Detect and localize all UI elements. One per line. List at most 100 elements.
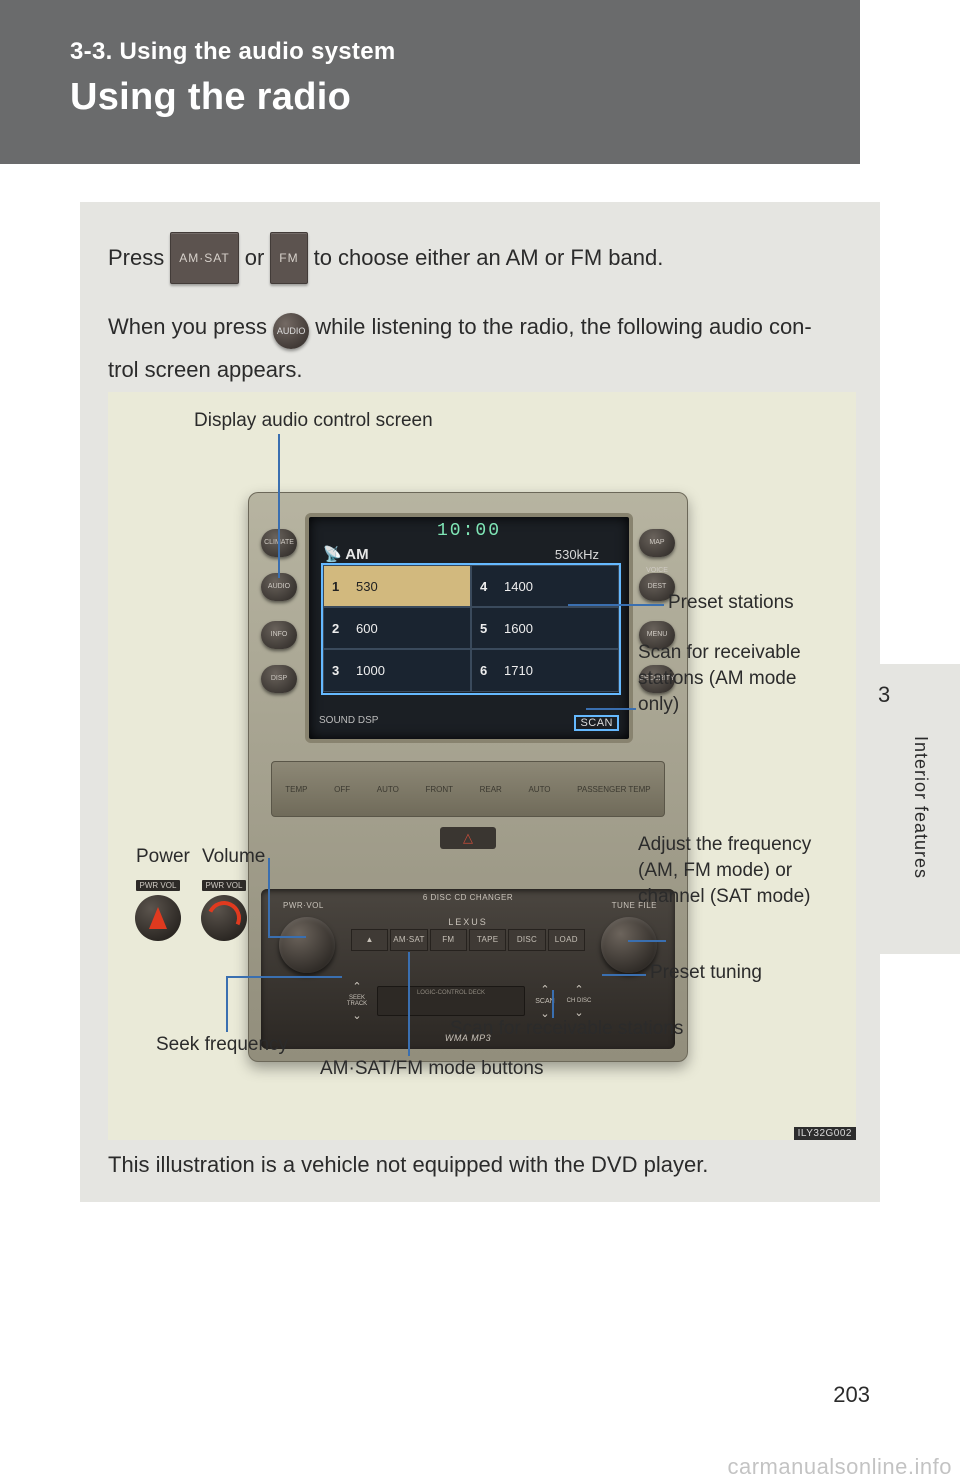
cassette-slot: LOGIC-CONTROL DECK xyxy=(377,986,525,1016)
screen-freq: 530kHz xyxy=(555,547,599,562)
content-box: Press AM·SAT or FM to choose either an A… xyxy=(80,202,880,1202)
intro-para2b: while listening to the radio, the follow… xyxy=(315,314,812,339)
amsat-mode-button: AM·SAT xyxy=(390,929,427,951)
preset-cell: 4 1400 xyxy=(471,565,619,607)
preset-val: 1000 xyxy=(356,663,385,678)
red-arrow-up-icon xyxy=(149,907,167,929)
leader xyxy=(602,974,646,976)
leader xyxy=(268,858,270,938)
hazard-button: △ xyxy=(440,827,496,849)
tune-knob xyxy=(601,917,657,973)
intro-press: Press xyxy=(108,237,164,279)
display-screen: 10:00 📡 AM 530kHz 1530 4 1400 2 600 5 1600 … xyxy=(305,513,633,743)
seek-track-col: ⌃ SEEK TRACK ⌄ xyxy=(343,980,371,1022)
leader xyxy=(226,976,342,978)
side-tab: 3 Interior features xyxy=(860,664,960,954)
audio-button-icon: AUDIO xyxy=(273,313,309,349)
fm-button-chip: FM xyxy=(270,232,307,284)
intro-or: or xyxy=(245,237,265,279)
watermark: carmanualsonline.info xyxy=(727,1454,952,1480)
off-label: OFF xyxy=(334,785,350,794)
leader xyxy=(226,976,228,1032)
preset-num: 6 xyxy=(480,663,494,678)
section-label: 3-3. Using the audio system xyxy=(70,38,860,66)
fm-mode-button: FM xyxy=(430,929,467,951)
preset-val: 1600 xyxy=(504,621,533,636)
callout-seek-freq: Seek frequency xyxy=(156,1032,288,1058)
figure: CLIMATE AUDIO INFO DISP MAP VOICE DEST M… xyxy=(108,392,856,1140)
climate-strip: TEMP OFF AUTO FRONT REAR AUTO PASSENGER … xyxy=(271,761,665,817)
callout-volume: Volume xyxy=(202,844,265,870)
callout-scan-recv: Scan for receivable stations xyxy=(450,1016,683,1042)
preset-val: 1710 xyxy=(504,663,533,678)
intro-line-1: Press AM·SAT or FM to choose either an A… xyxy=(108,232,852,284)
demo-knob-body xyxy=(201,895,247,941)
pwr-vol-knob xyxy=(279,917,335,973)
disc-mode-button: DISC xyxy=(508,929,545,951)
intro-rest1: to choose either an AM or FM band. xyxy=(314,237,664,279)
callout-adjust: Adjust the frequency (AM, FM mode) or ch… xyxy=(638,832,848,910)
preset-num: 2 xyxy=(332,621,346,636)
preset-cell: 31000 xyxy=(323,649,471,691)
seek-up-icon: ⌃ xyxy=(352,980,361,993)
demo-knob-caption: PWR VOL xyxy=(202,880,247,891)
demo-knob-body xyxy=(135,895,181,941)
temp-label: TEMP xyxy=(285,785,307,794)
callout-scan-am: Scan for receivable stations (AM mode on… xyxy=(638,640,838,718)
section-title: Using the radio xyxy=(70,76,860,119)
ch-up-icon: ⌃ xyxy=(574,983,583,996)
leader xyxy=(628,940,666,942)
brand-label: LEXUS xyxy=(448,917,488,927)
demo-knob-caption: PWR VOL xyxy=(136,880,181,891)
map-button: MAP VOICE xyxy=(639,529,675,557)
chapter-number: 3 xyxy=(878,682,890,708)
demo-knob-power: PWR VOL xyxy=(128,880,188,958)
preset-num: 4 xyxy=(480,579,494,594)
band-text: AM xyxy=(345,546,368,563)
figure-id-code: ILY32G002 xyxy=(794,1127,856,1140)
preset-grid: 1530 4 1400 2 600 5 1600 31000 6 1710 xyxy=(321,563,621,695)
amsat-button-chip: AM·SAT xyxy=(170,232,238,284)
callout-power: Power xyxy=(136,844,190,870)
intro-para2c: trol screen appears. xyxy=(108,357,302,382)
sound-dsp-label: SOUND DSP xyxy=(319,715,378,731)
pwr-vol-label: PWR·VOL xyxy=(283,901,324,910)
screen-bottom-row: SOUND DSP SCAN xyxy=(319,715,619,731)
ch-disc-col: ⌃ CH DISC ⌄ xyxy=(565,983,593,1019)
callout-display-audio: Display audio control screen xyxy=(194,408,433,434)
leader xyxy=(586,708,636,710)
callout-preset-tuning: Preset tuning xyxy=(650,960,762,986)
info-button: INFO xyxy=(261,621,297,649)
seek-row: ⌃ SEEK TRACK ⌄ LOGIC-CONTROL DECK ⌃ SCAN… xyxy=(343,981,593,1021)
preset-num: 5 xyxy=(480,621,494,636)
preset-cell: 1530 xyxy=(323,565,471,607)
preset-cell: 6 1710 xyxy=(471,649,619,691)
cd-changer-label: 6 DISC CD CHANGER xyxy=(423,893,513,902)
leader xyxy=(408,952,410,1056)
seek-down-icon: ⌄ xyxy=(352,1009,361,1022)
chapter-name: Interior features xyxy=(910,736,931,879)
load-mode-button: LOAD xyxy=(548,929,585,951)
intro-para2a: When you press xyxy=(108,314,267,339)
intro-para-2: When you press AUDIO while listening to … xyxy=(108,306,852,391)
rear-label: REAR xyxy=(480,785,502,794)
preset-num: 1 xyxy=(332,579,346,594)
auto-label: AUTO xyxy=(377,785,399,794)
screen-clock: 10:00 xyxy=(309,517,629,541)
red-arrow-curve-icon xyxy=(202,896,246,940)
screen-band: 📡 AM xyxy=(323,545,369,563)
leader xyxy=(268,936,306,938)
disp-button: DISP xyxy=(261,665,297,693)
scan-col: ⌃ SCAN ⌄ xyxy=(531,983,559,1020)
leader xyxy=(568,604,664,606)
page-number: 203 xyxy=(833,1382,870,1408)
seek-label: SEEK TRACK xyxy=(343,995,371,1007)
auto2-label: AUTO xyxy=(528,785,550,794)
callout-mode-buttons: AM·SAT/FM mode buttons xyxy=(320,1056,544,1082)
mode-button-row: ▲ AM·SAT FM TAPE DISC LOAD xyxy=(351,929,585,951)
callout-preset-stations: Preset stations xyxy=(668,590,794,616)
page-header: 3-3. Using the audio system Using the ra… xyxy=(0,0,860,164)
preset-val: 1400 xyxy=(504,579,533,594)
preset-val: 600 xyxy=(356,621,378,636)
demo-knob-volume: PWR VOL xyxy=(194,880,254,958)
